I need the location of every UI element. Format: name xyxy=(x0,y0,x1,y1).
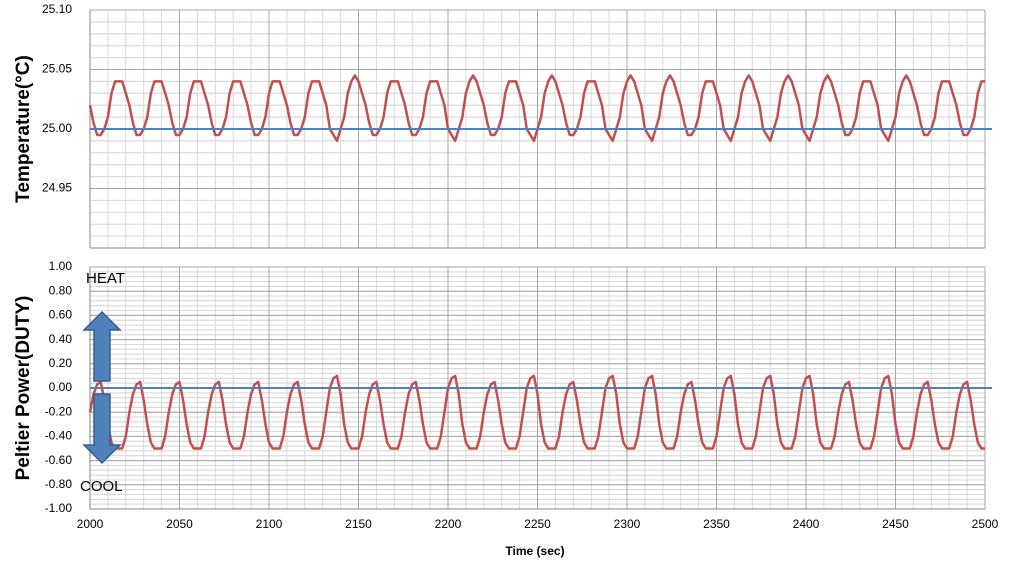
data-line xyxy=(88,374,985,450)
y-tick-label: 25.00 xyxy=(42,121,72,135)
heat-arrow xyxy=(82,310,122,382)
x-tick-label: 2500 xyxy=(972,517,999,531)
y-tick-label: -0.40 xyxy=(45,429,73,443)
y-tick-label: 0.60 xyxy=(49,308,73,322)
y-tick-label: 0.20 xyxy=(49,356,73,370)
x-tick-label: 2200 xyxy=(435,517,462,531)
y-axis-label: Temperature(°C) xyxy=(13,55,34,203)
x-tick-label: 2350 xyxy=(703,517,730,531)
y-tick-label: -1.00 xyxy=(45,501,73,515)
cool-arrow xyxy=(82,393,122,465)
y-tick-label: 25.10 xyxy=(42,2,72,16)
x-tick-label: 2050 xyxy=(166,517,193,531)
annotation: HEAT xyxy=(86,270,125,287)
x-tick-label: 2250 xyxy=(524,517,551,531)
x-tick-label: 2300 xyxy=(614,517,641,531)
y-axis-label: Peltier Power(DUTY) xyxy=(13,296,34,481)
y-tick-label: -0.60 xyxy=(45,453,73,467)
y-tick-label: 0.00 xyxy=(49,380,73,394)
x-tick-label: 2100 xyxy=(256,517,283,531)
y-tick-label: 1.00 xyxy=(49,259,73,273)
x-tick-label: 2150 xyxy=(345,517,372,531)
heat-cool-arrow xyxy=(82,310,122,465)
annotation: COOL xyxy=(80,478,123,495)
y-tick-label: -0.80 xyxy=(45,477,73,491)
x-tick-label: 2400 xyxy=(793,517,820,531)
y-tick-label: -0.20 xyxy=(45,404,73,418)
y-tick-label: 0.80 xyxy=(49,283,73,297)
grid-layer: 24.95 25.00 25.05 25.10 2000 2050 2100 2150 2200… xyxy=(42,2,999,531)
y-tick-label: 25.05 xyxy=(42,62,72,76)
data-layer xyxy=(88,74,992,450)
x-axis-label: Time (sec) xyxy=(505,544,564,558)
x-tick-label: 2000 xyxy=(77,517,104,531)
x-tick-label: 2450 xyxy=(882,517,909,531)
y-tick-label: 24.95 xyxy=(42,181,72,195)
y-tick-label: 0.40 xyxy=(49,332,73,346)
